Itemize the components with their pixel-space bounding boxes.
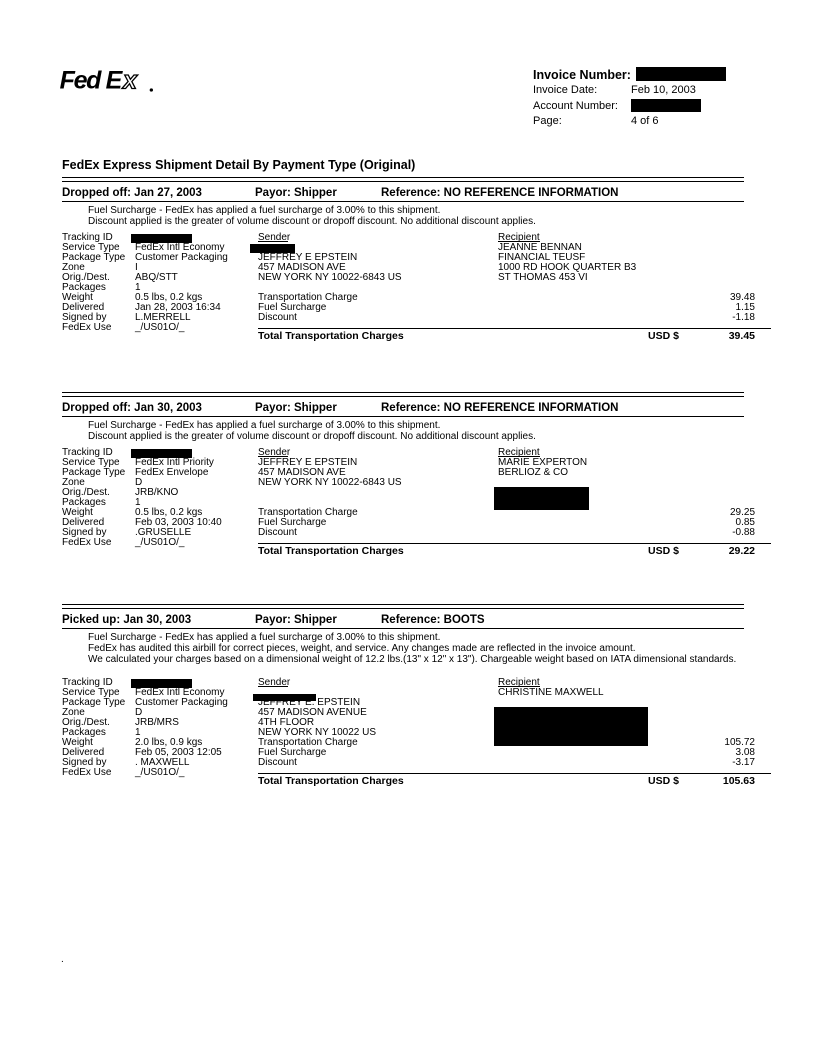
svg-text:Fed: Fed — [60, 66, 103, 94]
svg-text:x: x — [121, 66, 138, 94]
svg-text:E: E — [106, 66, 124, 94]
